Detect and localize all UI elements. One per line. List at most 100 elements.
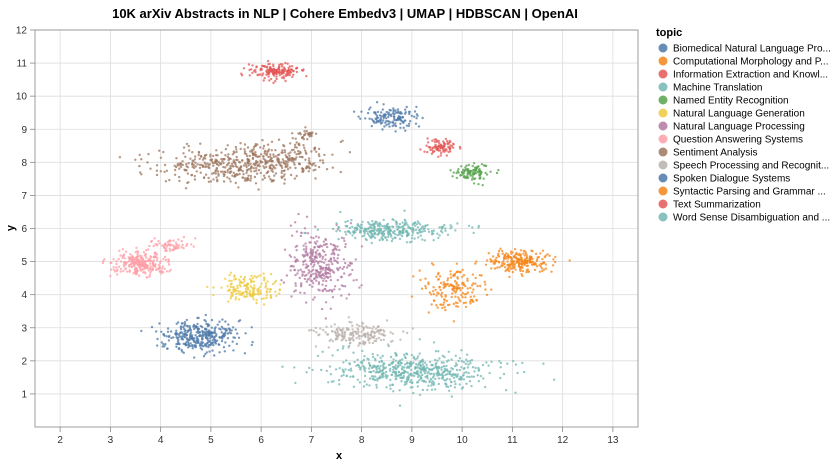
data-point bbox=[277, 292, 281, 295]
data-point bbox=[474, 366, 477, 370]
data-point bbox=[251, 64, 254, 67]
data-point bbox=[541, 249, 545, 252]
data-point bbox=[274, 279, 278, 282]
data-point bbox=[426, 388, 429, 392]
data-point bbox=[323, 277, 326, 280]
data-point bbox=[296, 272, 299, 275]
data-point bbox=[445, 369, 449, 372]
data-point bbox=[515, 257, 519, 260]
data-point bbox=[499, 361, 503, 365]
data-point bbox=[371, 355, 375, 359]
data-point bbox=[298, 131, 302, 135]
data-point bbox=[421, 238, 424, 241]
data-point bbox=[249, 292, 252, 295]
data-point bbox=[472, 182, 476, 185]
data-point bbox=[283, 68, 287, 71]
data-point bbox=[338, 383, 341, 386]
data-point bbox=[212, 344, 215, 347]
data-point bbox=[416, 220, 419, 223]
data-point bbox=[126, 261, 129, 264]
data-point bbox=[162, 343, 165, 346]
data-point bbox=[384, 236, 387, 240]
data-point bbox=[147, 269, 150, 272]
data-point bbox=[126, 270, 129, 273]
data-point bbox=[303, 231, 306, 235]
data-point bbox=[293, 143, 297, 146]
data-point bbox=[385, 110, 388, 114]
data-point bbox=[261, 139, 264, 142]
data-point bbox=[444, 373, 447, 377]
data-point bbox=[307, 157, 311, 160]
data-point bbox=[184, 336, 187, 339]
data-point bbox=[314, 225, 317, 228]
data-point bbox=[438, 285, 441, 289]
series-13 bbox=[303, 209, 480, 245]
data-point bbox=[283, 145, 286, 148]
data-point bbox=[259, 285, 262, 288]
data-point bbox=[419, 227, 422, 231]
data-point bbox=[337, 253, 340, 257]
data-point bbox=[501, 252, 504, 255]
data-point bbox=[485, 293, 489, 297]
data-point bbox=[351, 225, 354, 228]
data-point bbox=[464, 296, 467, 299]
data-point bbox=[463, 169, 466, 173]
data-point bbox=[477, 165, 480, 168]
data-point bbox=[458, 377, 461, 381]
data-point bbox=[464, 285, 467, 288]
data-point bbox=[449, 270, 452, 273]
data-point bbox=[314, 251, 318, 254]
data-point bbox=[271, 170, 275, 173]
data-point bbox=[335, 327, 339, 331]
data-point bbox=[546, 253, 549, 256]
legend-item: Natural Language Generation bbox=[658, 108, 805, 120]
data-point bbox=[551, 264, 555, 267]
data-point bbox=[338, 288, 341, 291]
legend-swatch bbox=[658, 108, 668, 118]
data-point bbox=[249, 174, 253, 178]
data-point bbox=[314, 168, 317, 171]
data-point bbox=[514, 268, 517, 271]
data-point bbox=[193, 327, 196, 331]
data-point bbox=[181, 243, 184, 247]
data-point bbox=[252, 146, 256, 149]
data-point bbox=[493, 262, 497, 265]
data-point bbox=[163, 170, 166, 174]
data-point bbox=[474, 262, 477, 265]
data-point bbox=[416, 357, 419, 360]
data-point bbox=[243, 148, 246, 151]
data-point bbox=[356, 363, 360, 367]
legend-swatch bbox=[658, 199, 668, 209]
data-point bbox=[431, 379, 434, 383]
data-point bbox=[185, 163, 188, 166]
series-4 bbox=[449, 162, 500, 187]
data-point bbox=[299, 291, 302, 294]
data-point bbox=[482, 177, 485, 180]
data-point bbox=[410, 362, 414, 366]
data-point bbox=[310, 257, 314, 261]
data-point bbox=[344, 243, 347, 246]
data-point bbox=[442, 286, 445, 290]
data-point bbox=[112, 258, 115, 261]
data-point bbox=[222, 161, 225, 165]
data-point bbox=[553, 378, 556, 381]
data-point bbox=[317, 271, 321, 274]
data-point bbox=[199, 171, 202, 174]
data-point bbox=[261, 178, 264, 181]
data-point bbox=[180, 337, 183, 341]
data-point bbox=[215, 333, 218, 336]
data-point bbox=[149, 265, 152, 268]
data-point bbox=[290, 264, 294, 268]
legend-item: Question Answering Systems bbox=[658, 134, 803, 146]
data-point bbox=[295, 156, 298, 159]
data-point bbox=[310, 328, 313, 332]
data-point bbox=[386, 235, 390, 239]
data-point bbox=[509, 263, 512, 266]
data-point bbox=[282, 175, 285, 178]
data-point bbox=[239, 147, 242, 151]
data-point bbox=[118, 249, 121, 252]
data-point bbox=[188, 335, 192, 338]
data-point bbox=[231, 174, 234, 177]
data-point bbox=[423, 239, 427, 242]
